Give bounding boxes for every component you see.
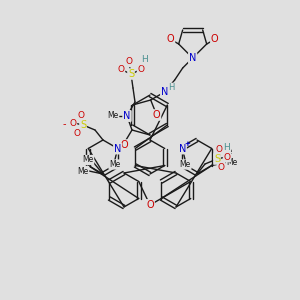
Text: N: N — [114, 143, 122, 154]
Text: N: N — [161, 87, 168, 97]
Text: H: H — [169, 83, 175, 92]
Text: S: S — [80, 120, 86, 130]
Text: Me: Me — [180, 160, 191, 169]
Text: Me: Me — [77, 167, 88, 176]
Text: N: N — [178, 143, 186, 154]
Text: +: + — [184, 142, 190, 148]
Text: O: O — [215, 145, 223, 154]
Text: O: O — [70, 118, 76, 127]
Text: N: N — [123, 111, 131, 121]
Text: Me: Me — [226, 158, 237, 167]
Text: O: O — [146, 200, 154, 210]
Text: O: O — [167, 34, 175, 44]
Text: H: H — [224, 142, 230, 152]
Text: O: O — [218, 163, 224, 172]
Text: Me: Me — [107, 112, 118, 121]
Text: S: S — [128, 69, 134, 79]
Text: O: O — [137, 65, 145, 74]
Text: O: O — [125, 58, 133, 67]
Text: O: O — [77, 110, 85, 119]
Text: N: N — [189, 53, 196, 63]
Text: N: N — [189, 53, 196, 63]
Text: +: + — [184, 142, 190, 148]
Text: N: N — [114, 143, 122, 154]
Text: O: O — [146, 200, 154, 210]
Text: O: O — [224, 152, 230, 161]
Text: N: N — [178, 143, 186, 154]
Text: H: H — [169, 83, 175, 92]
Text: H: H — [142, 56, 148, 64]
Text: O: O — [74, 128, 80, 137]
Text: Me: Me — [109, 160, 120, 169]
Text: S: S — [214, 154, 220, 164]
Text: Me: Me — [221, 147, 232, 156]
Text: N: N — [123, 111, 131, 121]
Text: O: O — [153, 110, 160, 120]
Text: N: N — [161, 87, 168, 97]
Text: O: O — [118, 65, 124, 74]
Text: O: O — [211, 34, 218, 44]
Text: -: - — [62, 119, 66, 129]
Text: O: O — [120, 140, 128, 150]
Text: Me: Me — [82, 155, 94, 164]
